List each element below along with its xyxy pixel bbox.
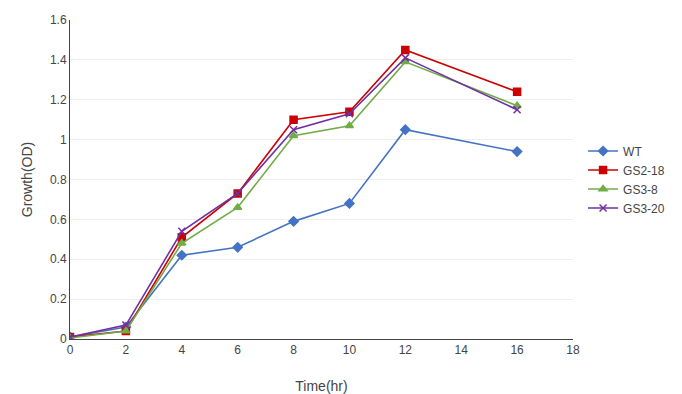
svg-text:1.2: 1.2 (50, 93, 67, 107)
svg-text:GS3-8: GS3-8 (623, 183, 658, 197)
svg-text:12: 12 (399, 343, 413, 357)
svg-text:Time(hr): Time(hr) (295, 378, 347, 394)
svg-text:Growth(OD): Growth(OD) (19, 142, 35, 217)
svg-text:1: 1 (60, 133, 67, 147)
svg-text:2: 2 (123, 343, 130, 357)
svg-text:GS3-20: GS3-20 (623, 202, 665, 216)
svg-text:10: 10 (343, 343, 357, 357)
svg-text:0: 0 (60, 332, 67, 346)
svg-text:1.4: 1.4 (50, 53, 67, 67)
svg-text:4: 4 (178, 343, 185, 357)
svg-text:0.6: 0.6 (50, 213, 67, 227)
svg-text:0: 0 (67, 343, 74, 357)
svg-text:14: 14 (455, 343, 469, 357)
svg-text:8: 8 (290, 343, 297, 357)
svg-text:1.6: 1.6 (50, 13, 67, 27)
svg-text:WT: WT (623, 145, 642, 159)
svg-text:0.8: 0.8 (50, 173, 67, 187)
svg-text:GS2-18: GS2-18 (623, 164, 665, 178)
svg-text:0.4: 0.4 (50, 252, 67, 266)
svg-text:18: 18 (566, 343, 580, 357)
svg-text:0.2: 0.2 (50, 292, 67, 306)
svg-text:6: 6 (234, 343, 241, 357)
svg-text:16: 16 (510, 343, 524, 357)
